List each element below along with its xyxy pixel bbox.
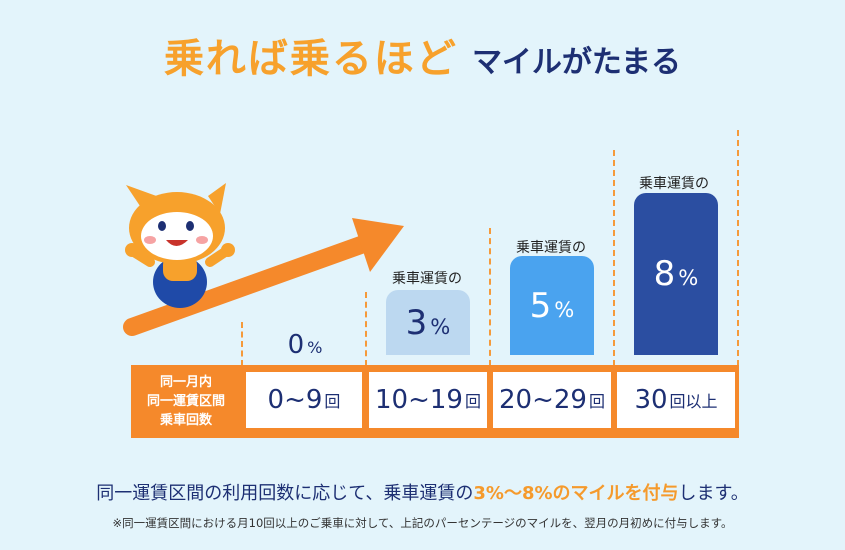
- divider-line: [489, 228, 491, 366]
- description: 同一運賃区間の利用回数に応じて、乗車運賃の3%～8%のマイルを付与します。: [96, 483, 749, 504]
- tier-3-bar: 8%: [634, 193, 718, 355]
- divider-line: [737, 130, 739, 366]
- tier-1-bar: 3%: [386, 290, 470, 355]
- tier-2-range: 20~29 回: [493, 372, 611, 428]
- tier-1-range: 10~19 回: [369, 372, 487, 428]
- tier-3-range: 30 回以上: [617, 372, 735, 428]
- tier-3-bar-label: 乗車運賃の: [639, 176, 709, 192]
- title-main: 乗れば乗るほど: [163, 36, 458, 82]
- fox-mascot: [125, 183, 235, 308]
- tier-2-bar: 5%: [510, 256, 594, 355]
- arrow-up-right-icon: [123, 218, 404, 336]
- row-header: 同一月内 同一運賃区間 乗車回数: [146, 375, 225, 428]
- divider-line: [365, 292, 367, 366]
- title-sub: マイルがたまる: [471, 45, 682, 80]
- tier-0-rate: 0%: [287, 330, 323, 360]
- tier-1-bar-label: 乗車運賃の: [392, 271, 462, 287]
- divider-line: [241, 322, 243, 366]
- page-title: 乗れば乗るほど マイルがたまる: [0, 26, 845, 84]
- tier-0-range: 0~9 回: [246, 372, 362, 428]
- footnote: ※同一運賃区間における月10回以上のご乗車に対して、上記のパーセンテージのマイル…: [112, 516, 733, 530]
- tier-2-bar-label: 乗車運賃の: [516, 240, 586, 256]
- divider-line: [613, 150, 615, 366]
